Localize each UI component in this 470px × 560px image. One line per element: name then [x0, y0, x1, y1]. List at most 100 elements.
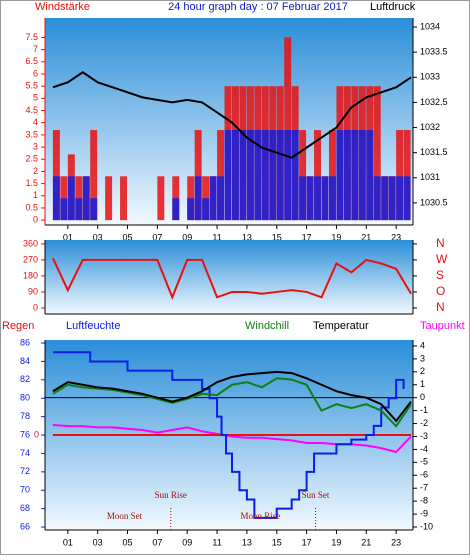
wind-bar [343, 130, 351, 221]
wind-bar [299, 130, 307, 221]
x-tick-label: 23 [391, 537, 401, 547]
wind-bar [373, 86, 381, 221]
y-tick-label: 84 [20, 356, 30, 366]
wind-bar [105, 176, 113, 221]
wind-bar [224, 130, 232, 221]
y2-tick-label: 1033.5 [420, 47, 448, 57]
y-tick-label: 2 [33, 166, 38, 176]
y-tick-label: 270 [23, 254, 38, 264]
y-tick-label: 4.5 [25, 105, 38, 115]
wind-bar [52, 176, 60, 221]
y-tick-label: 3.5 [25, 129, 38, 139]
y-tick-label: 0 [33, 215, 38, 225]
y2-tick-label: N [436, 236, 445, 250]
y-tick-label: 66 [20, 521, 30, 531]
annotation: Sun Rise [155, 490, 187, 500]
wind-bar [284, 130, 292, 221]
y2-tick-label: 1030.5 [420, 197, 448, 207]
wind-bar [202, 198, 210, 221]
y-tick-label: 80 [20, 393, 30, 403]
wind-bar [328, 176, 336, 221]
y-tick-label: 360 [23, 238, 38, 248]
axis-label: Regen [2, 320, 34, 332]
wind-bar [194, 176, 202, 221]
wind-bar [336, 130, 344, 221]
x-tick-label: 05 [123, 537, 133, 547]
wind-bar [172, 198, 180, 221]
wind-bar [82, 176, 90, 221]
wind-bar [194, 130, 202, 221]
y-tick-label: 74 [20, 448, 30, 458]
y-tick-label: 3 [33, 141, 38, 151]
wind-bar [299, 176, 307, 221]
y-tick-label: 7.5 [25, 32, 38, 42]
wind-bar [90, 130, 98, 221]
wind-bar [328, 130, 336, 221]
y-tick-label: 7 [33, 44, 38, 54]
x-tick-label: 21 [361, 537, 371, 547]
wind-bar [373, 176, 381, 221]
y2-tick-label: O [436, 284, 445, 298]
y2-tick-label: 1031 [420, 172, 440, 182]
wind-bar [381, 176, 389, 221]
y2-tick-label: -7 [420, 483, 428, 493]
x-tick-label: 19 [331, 537, 341, 547]
x-tick-label: 07 [152, 232, 162, 242]
y-tick-label: 68 [20, 503, 30, 513]
y-tick-label: 1.5 [25, 178, 38, 188]
wind-bar [276, 130, 284, 221]
axis-label: Temperatur [313, 320, 369, 332]
x-tick-label: 11 [212, 537, 221, 547]
wind-bar [231, 130, 239, 221]
x-tick-label: 09 [182, 232, 192, 242]
wind-bar [239, 130, 247, 221]
wind-bar [75, 198, 83, 221]
y2-tick-label: -8 [420, 496, 428, 506]
y-tick-label: 5.5 [25, 81, 38, 91]
wind-bar [246, 130, 254, 221]
wind-bar [403, 176, 411, 221]
y2-tick-label: -1 [420, 405, 428, 415]
wind-bar [314, 176, 322, 221]
y-tick-label: 70 [20, 485, 30, 495]
wind-bar [52, 130, 60, 221]
wind-bar [396, 130, 404, 221]
y2-tick-label: 3 [420, 353, 425, 363]
y-tick-label: 180 [23, 270, 38, 280]
wind-bar [60, 198, 68, 221]
series-line [52, 71, 412, 159]
series-line [52, 377, 412, 428]
x-tick-label: 15 [272, 232, 282, 242]
y2-tick-label: N [436, 300, 445, 314]
wind-bar [269, 130, 277, 221]
y-tick-label: 5 [33, 93, 38, 103]
wind-bar [396, 176, 404, 221]
wind-bar [187, 198, 195, 221]
wind-bar [291, 130, 299, 221]
y2-tick-label: -2 [420, 418, 428, 428]
x-tick-label: 05 [123, 232, 133, 242]
x-tick-label: 17 [302, 537, 312, 547]
y2-tick-label: -10 [420, 521, 433, 531]
x-tick-label: 23 [391, 232, 401, 242]
y-tick-label: 78 [20, 411, 30, 421]
wind-bar [321, 176, 329, 221]
y-tick-label: 0 [33, 302, 38, 312]
x-tick-label: 17 [302, 232, 312, 242]
wind-bar [157, 176, 165, 221]
y-tick-label: 4 [33, 117, 38, 127]
y2-axis-label: Luftdruck [370, 1, 416, 13]
x-tick-label: 13 [242, 537, 252, 547]
wind-bar [254, 130, 262, 221]
x-tick-label: 07 [152, 537, 162, 547]
annotation: Moon Rise [240, 511, 280, 521]
wind-bar [306, 176, 314, 221]
y2-tick-label: -6 [420, 470, 428, 480]
y2-tick-label: -5 [420, 457, 428, 467]
y-tick-label: 1 [33, 190, 38, 200]
series-line [52, 257, 412, 300]
axis-label: Windchill [245, 320, 289, 332]
y2-tick-label: 1034 [420, 21, 440, 31]
x-tick-label: 01 [63, 232, 73, 242]
